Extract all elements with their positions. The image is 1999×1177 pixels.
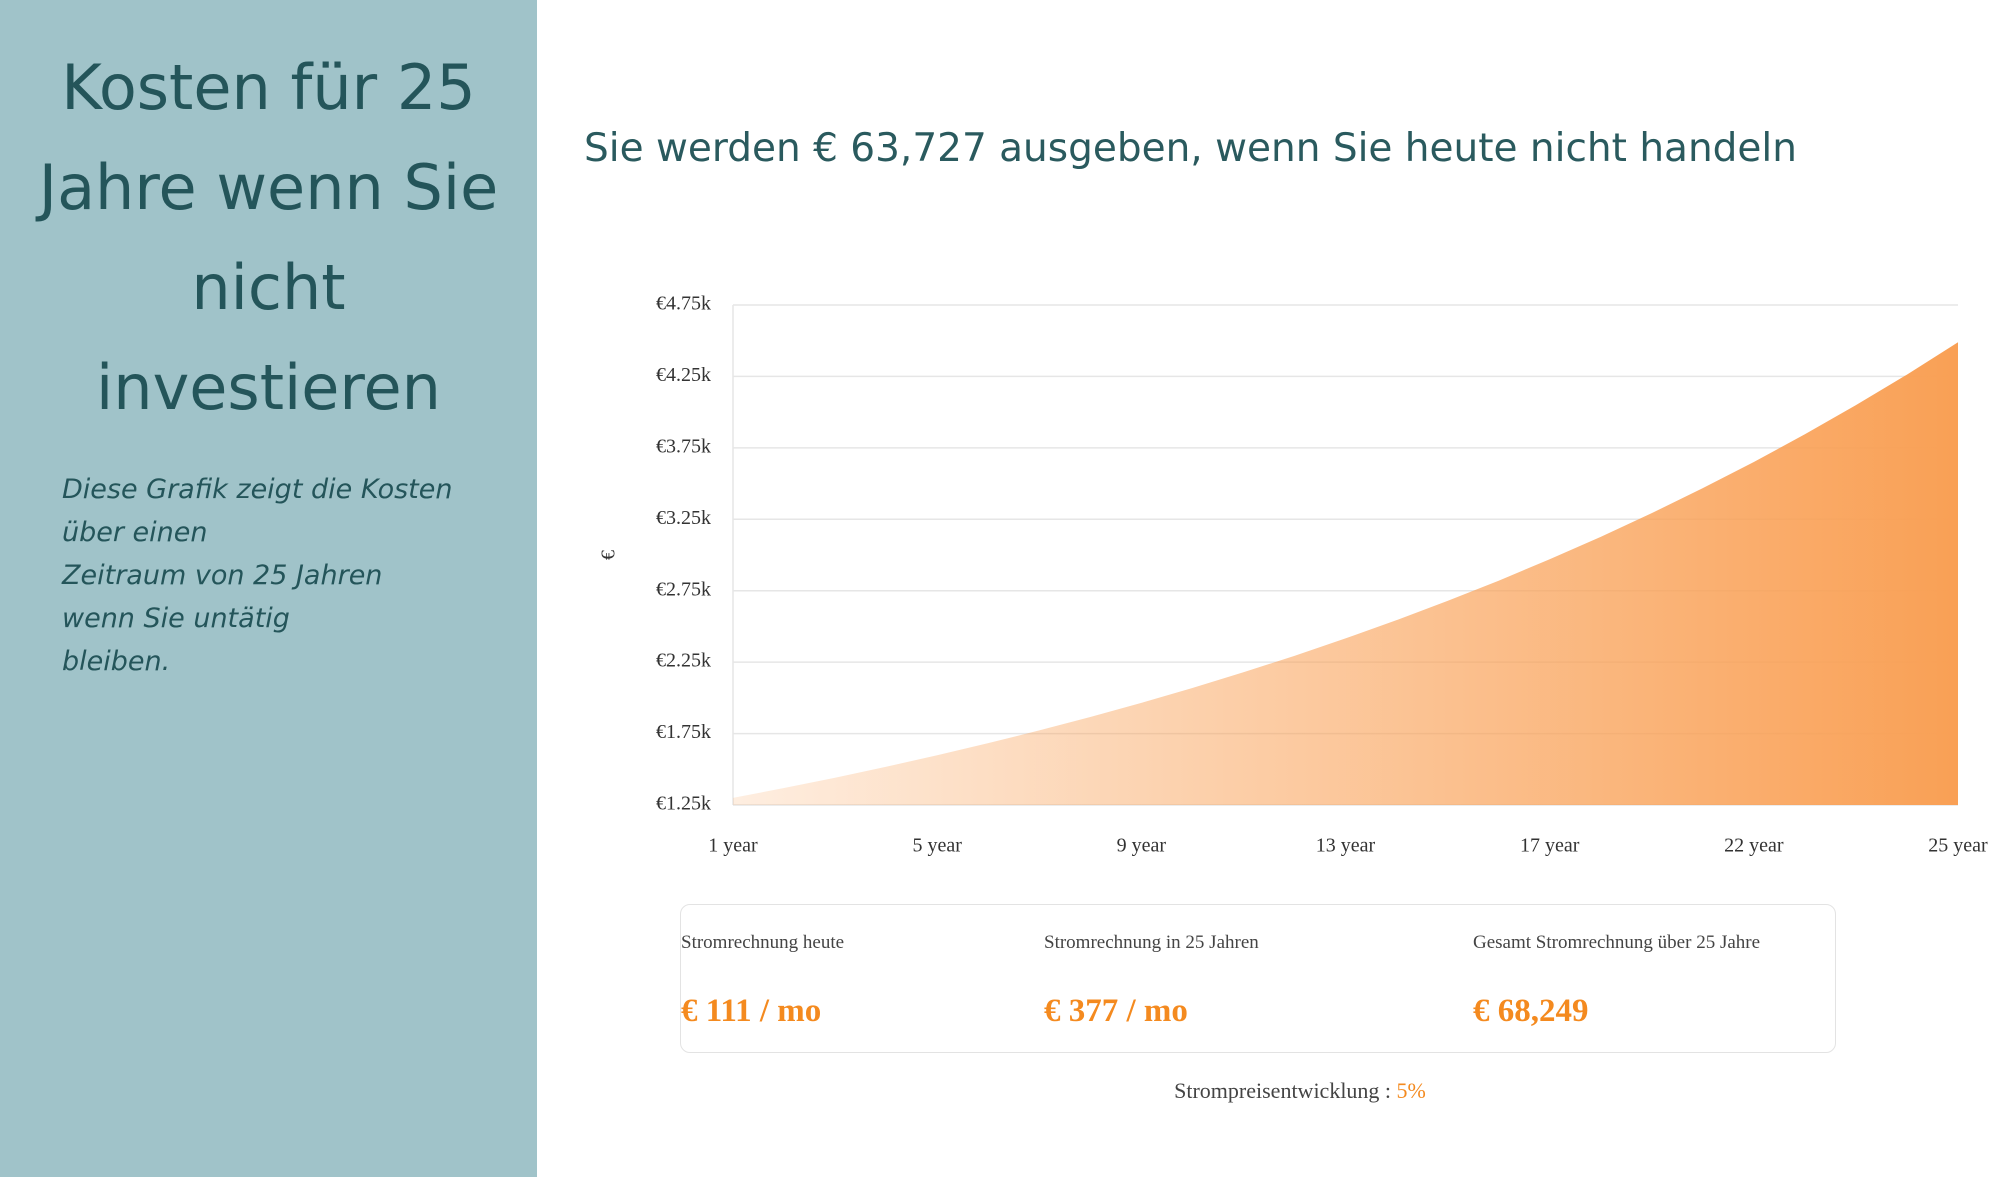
summary-label: Gesamt Stromrechnung über 25 Jahre bbox=[1473, 932, 1761, 953]
y-tick-label: €2.75k bbox=[656, 578, 711, 600]
headline: Sie werden € 63,727 ausgeben, wenn Sie h… bbox=[584, 126, 1797, 171]
description-line: wenn Sie untätig bbox=[62, 603, 290, 634]
y-tick-label: €4.25k bbox=[656, 364, 711, 386]
footer-value: 5% bbox=[1396, 1078, 1426, 1103]
summary-card: Stromrechnung heute € 111 / mo Stromrechnu… bbox=[680, 904, 1836, 1053]
summary-value: € 68,249 bbox=[1473, 993, 1589, 1029]
description-line: bleiben. bbox=[62, 646, 171, 677]
summary-value: € 377 / mo bbox=[1044, 993, 1188, 1029]
x-tick-label: 13 year bbox=[1316, 835, 1376, 857]
area bbox=[733, 342, 1958, 805]
sidebar: Kosten für 25 Jahre wenn Sie nicht inves… bbox=[0, 0, 537, 1177]
x-tick-label: 22 year bbox=[1724, 835, 1784, 857]
y-tick-label: €3.25k bbox=[656, 507, 711, 529]
y-axis-label: € bbox=[598, 550, 620, 560]
summary-value: € 111 / mo bbox=[681, 993, 822, 1029]
sidebar-title: Kosten für 25 Jahre wenn Sie nicht inves… bbox=[38, 51, 499, 424]
x-tick-label: 5 year bbox=[912, 835, 962, 857]
x-tick-label: 25 year bbox=[1928, 835, 1988, 857]
footer: Strompreisentwicklung : 5% bbox=[1000, 1078, 1600, 1104]
x-tick-label: 1 year bbox=[708, 835, 758, 857]
footer-label: Strompreisentwicklung : bbox=[1174, 1078, 1392, 1103]
y-tick-label: €2.25k bbox=[656, 650, 711, 672]
y-tick-label: €4.75k bbox=[656, 293, 711, 315]
sidebar-description: Diese Grafik zeigt die Kosten über einen Z… bbox=[62, 468, 452, 683]
x-tick-label: 17 year bbox=[1520, 835, 1580, 857]
description-line: über einen bbox=[62, 517, 208, 548]
y-tick-label: €3.75k bbox=[656, 435, 711, 457]
y-tick-label: €1.25k bbox=[656, 793, 711, 815]
description-line: Zeitraum von 25 Jahren bbox=[62, 560, 383, 591]
summary-label: Stromrechnung in 25 Jahren bbox=[1044, 932, 1259, 953]
y-tick-label: €1.75k bbox=[656, 721, 711, 743]
x-tick-label: 9 year bbox=[1117, 835, 1167, 857]
summary-label: Stromrechnung heute bbox=[681, 932, 845, 953]
description-line: Diese Grafik zeigt die Kosten bbox=[62, 474, 453, 505]
